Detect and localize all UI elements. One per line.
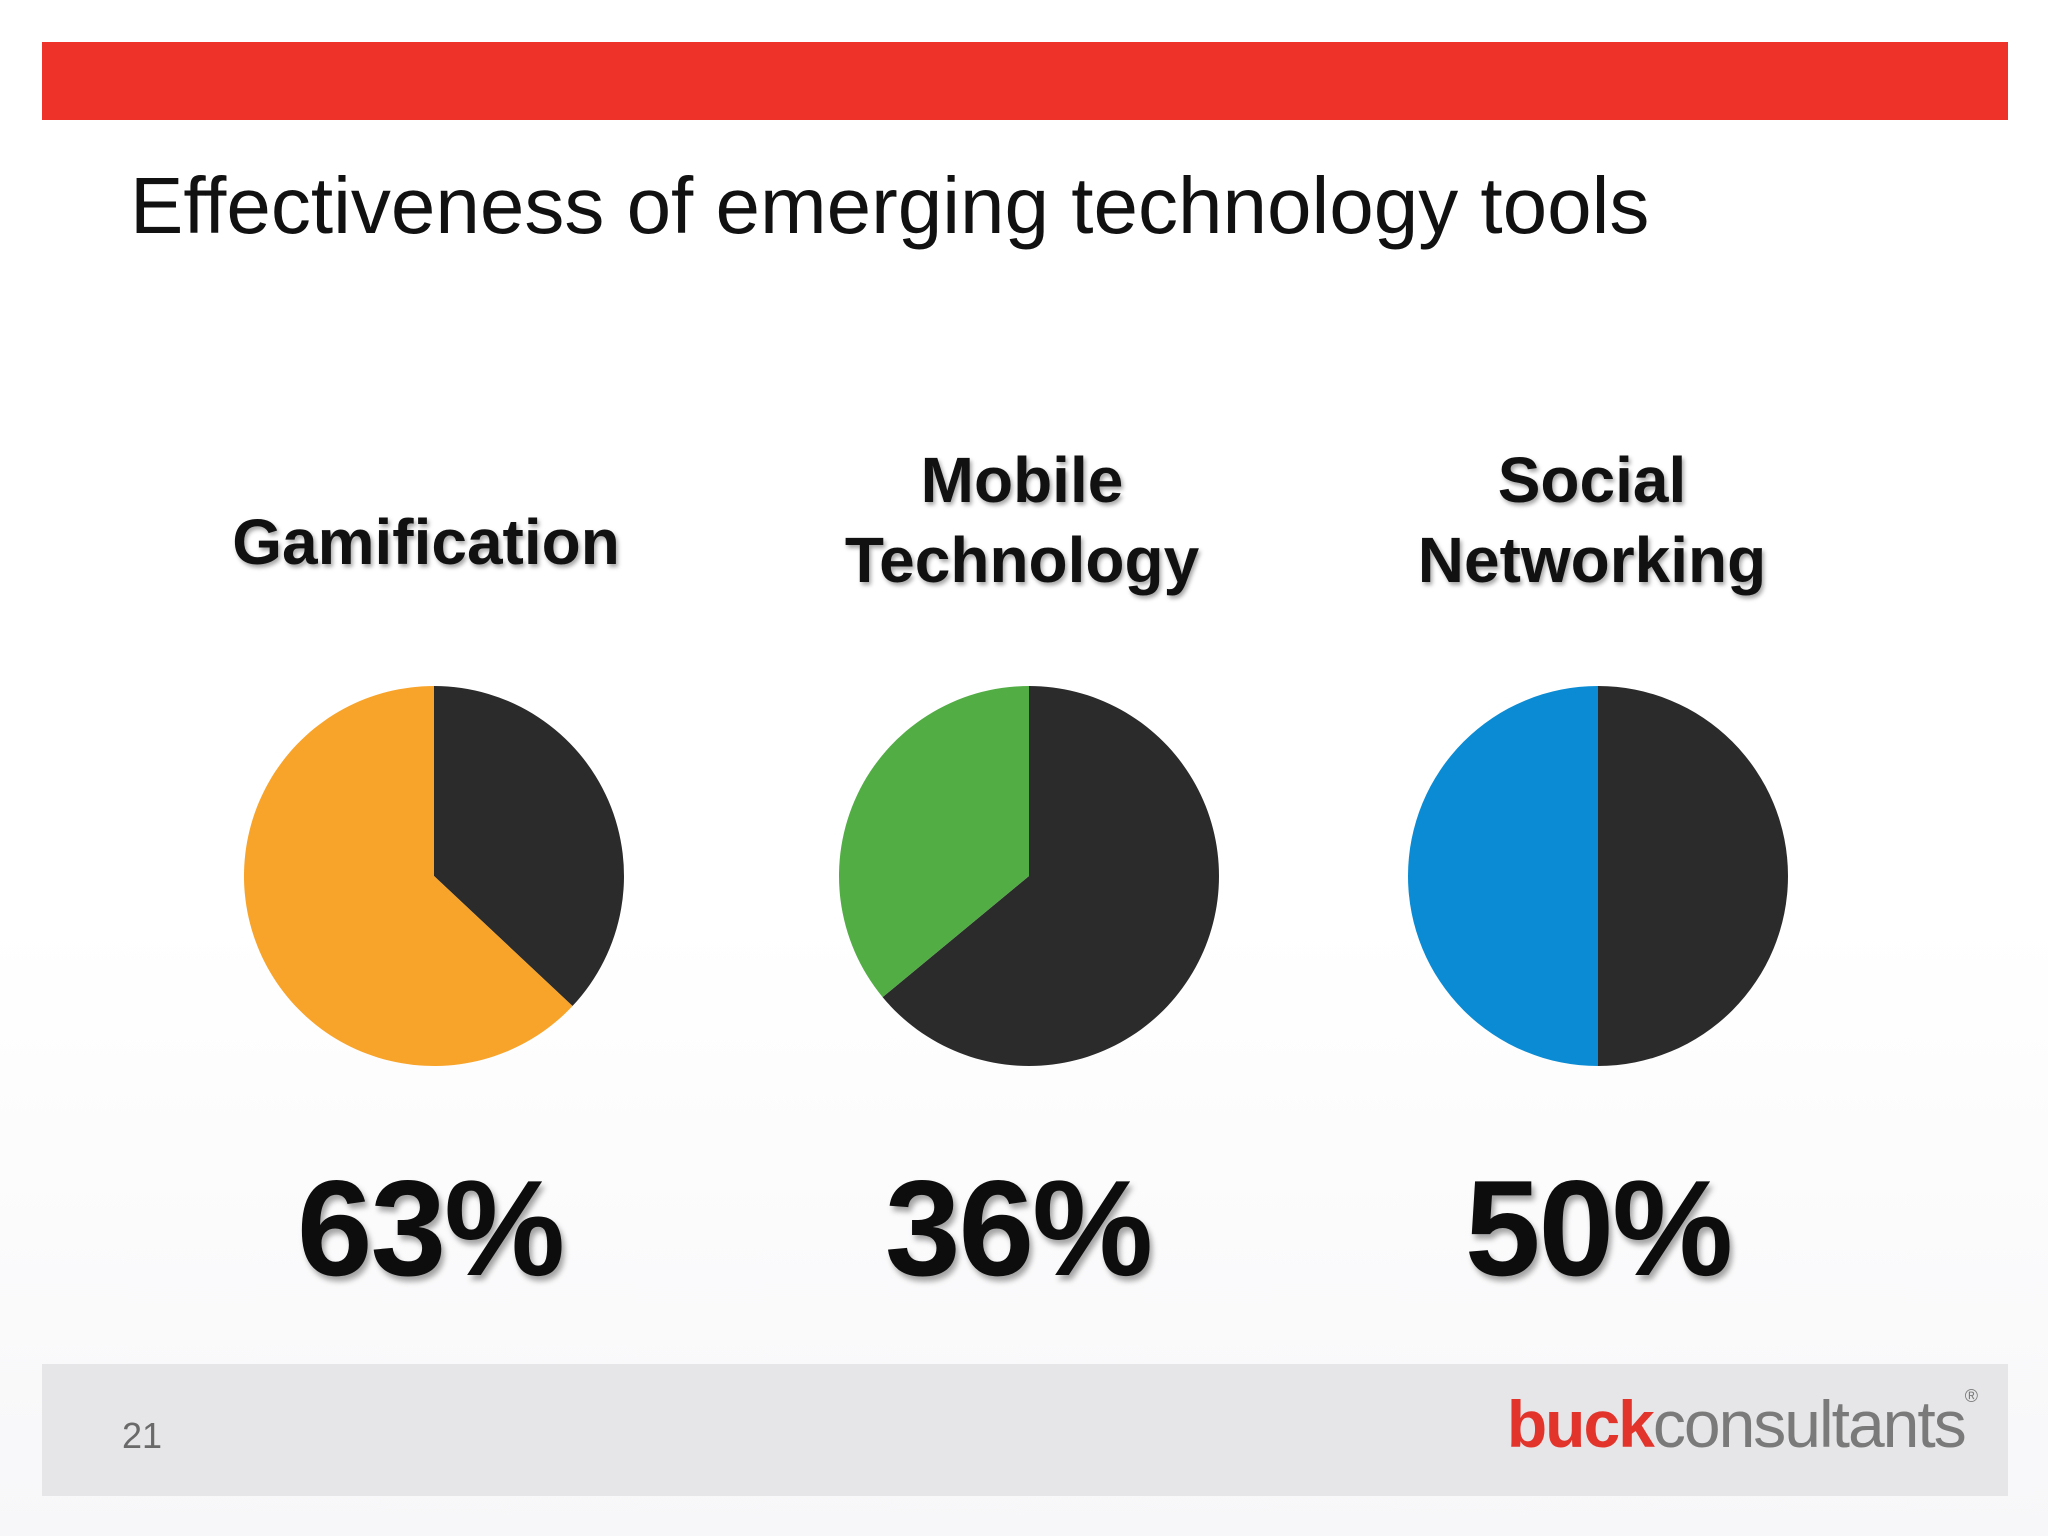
pie-social-networking bbox=[1408, 686, 1788, 1066]
top-accent-bar bbox=[42, 42, 2008, 120]
pct-value-gamification: 63% bbox=[296, 1152, 565, 1304]
pie-slice-value bbox=[243, 685, 573, 1066]
chart-label-line: Networking bbox=[1417, 524, 1767, 596]
company-logo: buckconsultants® bbox=[1506, 1386, 1978, 1462]
chart-label-line: Social bbox=[1497, 444, 1687, 516]
chart-label-gamification: Gamification bbox=[166, 502, 686, 582]
pie-slice-remainder bbox=[434, 686, 624, 1007]
pie-slice-remainder bbox=[882, 686, 1219, 1066]
logo-registered-mark: ® bbox=[1964, 1386, 1978, 1406]
chart-label-social-networking: Social Networking bbox=[1332, 440, 1852, 600]
chart-label-mobile-technology: Mobile Technology bbox=[762, 440, 1282, 600]
footer-bar bbox=[42, 1364, 2008, 1496]
page-number: 21 bbox=[122, 1415, 163, 1456]
logo-text-buck: buck bbox=[1506, 1387, 1655, 1461]
chart-label-line: Mobile bbox=[920, 444, 1124, 516]
pie-gamification bbox=[243, 685, 624, 1066]
pie-slice-value bbox=[838, 686, 1029, 998]
pie-slice-remainder bbox=[1598, 686, 1788, 1066]
chart-label-line: Gamification bbox=[232, 506, 620, 578]
pct-value-mobile-technology: 36% bbox=[884, 1152, 1153, 1304]
logo-text-consultants: consultants bbox=[1652, 1387, 1967, 1461]
chart-label-line: Technology bbox=[844, 524, 1200, 596]
pie-mobile-technology bbox=[838, 686, 1219, 1066]
pct-value-social-networking: 50% bbox=[1464, 1152, 1733, 1304]
slide-title: Effectiveness of emerging technology too… bbox=[130, 161, 1650, 250]
pie-slice-value bbox=[1408, 686, 1598, 1066]
